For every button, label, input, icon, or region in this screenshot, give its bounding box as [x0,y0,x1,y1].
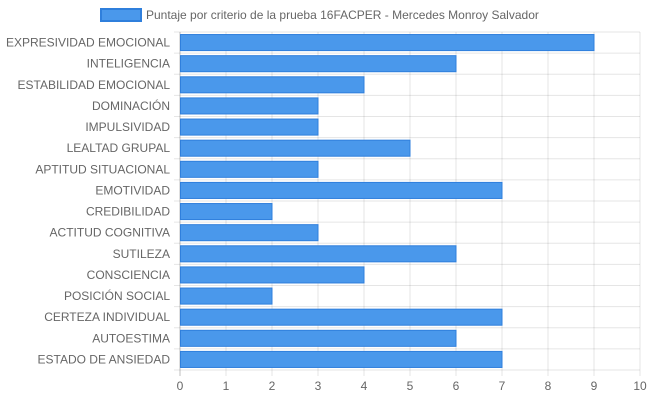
category-label: CONSCIENCIA [87,268,170,282]
bar[interactable] [180,97,319,115]
x-tick-label: 8 [545,379,552,393]
category-label: ESTABILIDAD EMOCIONAL [18,78,171,92]
bar[interactable] [180,76,365,94]
category-labels: EXPRESIVIDAD EMOCIONAL INTELIGENCIA ESTABI… [6,36,170,367]
bar[interactable] [180,139,411,157]
bar[interactable] [180,266,365,284]
category-label: AUTOESTIMA [92,331,170,345]
bar[interactable] [180,308,503,326]
category-label: EXPRESIVIDAD EMOCIONAL [6,36,170,50]
x-tick-label: 0 [177,379,184,393]
category-label: CERTEZA INDIVIDUAL [44,310,170,324]
x-tick-label: 10 [633,379,647,393]
bar[interactable] [180,181,503,199]
x-tick-label: 4 [361,379,368,393]
bar[interactable] [180,287,273,305]
x-tick-label: 5 [407,379,414,393]
category-label: EMOTIVIDAD [95,183,170,197]
category-label: IMPULSIVIDAD [85,120,170,134]
bar[interactable] [180,329,457,347]
bar[interactable] [180,34,595,52]
bar[interactable] [180,55,457,73]
x-tick-label: 7 [499,379,506,393]
bars [180,34,595,368]
legend-swatch [100,8,142,22]
bar[interactable] [180,350,503,368]
bar[interactable] [180,245,457,263]
bar[interactable] [180,160,319,178]
category-label: ESTADO DE ANSIEDAD [38,352,171,366]
x-tick-label: 1 [223,379,230,393]
x-tick-label: 3 [315,379,322,393]
legend-label: Puntaje por criterio de la prueba 16FACP… [146,8,539,22]
category-label: ACTITUD COGNITIVA [50,226,170,240]
category-label: CREDIBILIDAD [86,205,170,219]
x-tick-label: 2 [269,379,276,393]
category-label: LEALTAD GRUPAL [67,141,171,155]
bar[interactable] [180,118,319,136]
x-tick-label: 6 [453,379,460,393]
category-label: DOMINACIÓN [92,98,170,113]
category-label: APTITUD SITUACIONAL [35,162,170,176]
category-label: SUTILEZA [113,247,170,261]
legend[interactable]: Puntaje por criterio de la prueba 16FACP… [100,8,539,22]
x-tick-label: 9 [591,379,598,393]
bar[interactable] [180,224,319,242]
category-label: POSICIÓN SOCIAL [64,288,170,303]
category-label: INTELIGENCIA [87,57,170,71]
bar[interactable] [180,203,273,221]
x-axis-tick-labels: 0 1 2 3 4 5 6 7 8 9 10 [177,379,647,393]
